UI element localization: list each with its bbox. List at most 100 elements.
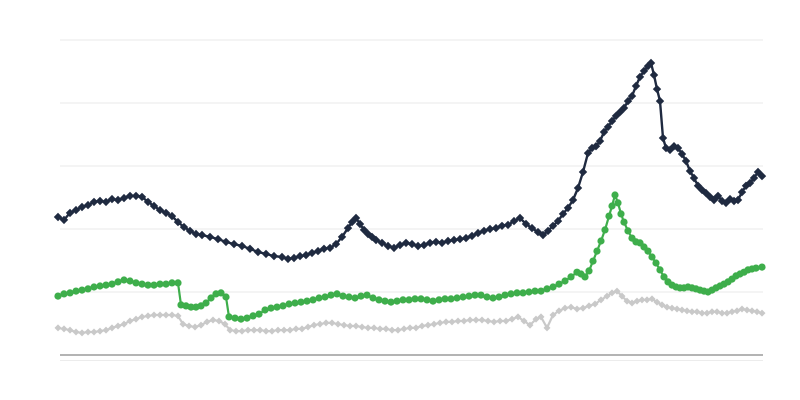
gridlines: [60, 39, 763, 293]
green-marker-circle-icon: [752, 264, 760, 272]
light-gray-marker-diamond-icon: [84, 328, 92, 336]
green-marker-circle-icon: [303, 297, 311, 305]
light-gray-marker-diamond-icon: [96, 327, 104, 335]
dark-navy-marker-diamond-icon: [655, 96, 665, 106]
green-marker-circle-icon: [150, 281, 158, 289]
light-gray-marker-diamond-icon: [138, 313, 146, 321]
green-marker-circle-icon: [54, 292, 62, 300]
dark-navy-marker-diamond-icon: [553, 216, 563, 226]
green-marker-circle-icon: [435, 296, 443, 304]
dark-navy-marker-diamond-icon: [351, 213, 361, 223]
light-gray-marker-diamond-icon: [633, 297, 641, 305]
green-marker-circle-icon: [597, 237, 605, 245]
light-gray-marker-diamond-icon: [156, 311, 164, 319]
green-marker-circle-icon: [555, 280, 563, 288]
light-gray-marker-diamond-icon: [758, 309, 766, 317]
green-marker-circle-icon: [543, 285, 551, 293]
light-gray-marker-diamond-icon: [573, 305, 581, 313]
dark-navy-marker-diamond-icon: [689, 173, 699, 183]
dark-navy-marker-diamond-icon: [455, 234, 465, 244]
green-marker-circle-icon: [321, 293, 329, 301]
green-marker-circle-icon: [90, 283, 98, 291]
dark-navy-marker-diamond-icon: [401, 238, 411, 248]
light-gray-marker-diamond-icon: [663, 303, 671, 311]
light-gray-marker-diamond-icon: [174, 312, 182, 320]
dark-navy-marker-diamond-icon: [677, 149, 687, 159]
green-marker-circle-icon: [363, 291, 371, 299]
green-marker-circle-icon: [617, 210, 625, 218]
light-gray-marker-diamond-icon: [102, 326, 110, 334]
dark-navy-marker-diamond-icon: [639, 66, 649, 76]
light-gray-marker-diamond-icon: [162, 311, 170, 319]
dark-navy-marker-diamond-icon: [619, 103, 629, 113]
dark-navy-marker-diamond-icon: [155, 205, 165, 215]
light-gray-marker-diamond-icon: [693, 308, 701, 316]
green-marker-circle-icon: [405, 296, 413, 304]
dark-navy-marker-diamond-icon: [65, 208, 75, 218]
green-marker-circle-icon: [501, 291, 509, 299]
dark-navy-marker-diamond-icon: [205, 232, 215, 242]
dark-navy-marker-diamond-icon: [599, 127, 609, 137]
green-marker-circle-icon: [132, 279, 140, 287]
dark-navy-marker-diamond-icon: [161, 208, 171, 218]
dark-navy-marker-diamond-icon: [131, 191, 141, 201]
green-marker-circle-icon: [297, 298, 305, 306]
dark-navy-marker-diamond-icon: [521, 219, 531, 229]
light-gray-marker-diamond-icon: [585, 302, 593, 310]
dark-navy-marker-diamond-icon: [673, 143, 683, 153]
green-marker-circle-icon: [465, 292, 473, 300]
green-marker-circle-icon: [339, 292, 347, 300]
dark-navy-marker-diamond-icon: [623, 96, 633, 106]
dark-navy-marker-diamond-icon: [173, 217, 183, 227]
light-gray-marker-diamond-icon: [298, 325, 306, 333]
green-marker-circle-icon: [471, 291, 479, 299]
green-marker-circle-icon: [60, 290, 68, 298]
light-gray-marker-diamond-icon: [430, 320, 438, 328]
dark-navy-marker-diamond-icon: [149, 201, 159, 211]
light-gray-marker-diamond-icon: [466, 316, 474, 324]
light-gray-marker-diamond-icon: [653, 298, 661, 306]
light-gray-marker-diamond-icon: [472, 316, 480, 324]
green-marker-circle-icon: [375, 296, 383, 304]
light-gray-marker-diamond-icon: [280, 326, 288, 334]
green-marker-circle-icon: [309, 296, 317, 304]
series-dark-navy: [53, 58, 767, 264]
dark-navy-marker-diamond-icon: [125, 191, 135, 201]
dark-navy-marker-diamond-icon: [179, 222, 189, 232]
light-gray-marker-diamond-icon: [678, 306, 686, 314]
dark-navy-marker-diamond-icon: [113, 195, 123, 205]
green-marker-circle-icon: [519, 289, 527, 297]
light-gray-marker-diamond-icon: [60, 325, 68, 333]
green-marker-circle-icon: [333, 290, 341, 298]
dark-navy-marker-diamond-icon: [713, 191, 723, 201]
dark-navy-marker-diamond-icon: [652, 84, 662, 94]
light-gray-marker-diamond-icon: [723, 309, 731, 317]
dark-navy-marker-diamond-icon: [143, 197, 153, 207]
light-gray-marker-diamond-icon: [561, 304, 569, 312]
dark-navy-marker-diamond-icon: [167, 211, 177, 221]
dark-navy-marker-diamond-icon: [331, 239, 341, 249]
green-marker-circle-icon: [187, 303, 195, 311]
light-gray-marker-diamond-icon: [460, 317, 468, 325]
dark-navy-marker-diamond-icon: [59, 215, 69, 225]
light-gray-marker-diamond-icon: [668, 304, 676, 312]
green-marker-circle-icon: [255, 310, 263, 318]
light-gray-marker-diamond-icon: [613, 287, 621, 295]
green-marker-circle-icon: [399, 296, 407, 304]
light-gray-marker-diamond-icon: [54, 324, 62, 332]
light-gray-marker-diamond-icon: [748, 307, 756, 315]
light-gray-marker-diamond-icon: [673, 305, 681, 313]
green-marker-circle-icon: [601, 226, 609, 234]
light-gray-marker-diamond-icon: [618, 292, 626, 300]
green-marker-circle-icon: [162, 280, 170, 288]
dark-navy-marker-diamond-icon: [658, 133, 668, 143]
light-gray-marker-diamond-icon: [72, 328, 80, 336]
green-marker-circle-icon: [144, 281, 152, 289]
dark-navy-marker-diamond-icon: [548, 221, 558, 230]
dark-navy-marker-diamond-icon: [538, 230, 548, 240]
light-gray-marker-diamond-icon: [526, 321, 534, 329]
dark-navy-marker-diamond-icon: [95, 196, 105, 206]
light-gray-marker-diamond-icon: [549, 311, 557, 319]
dark-navy-marker-diamond-icon: [631, 81, 641, 91]
dark-navy-marker-diamond-icon: [607, 116, 617, 126]
